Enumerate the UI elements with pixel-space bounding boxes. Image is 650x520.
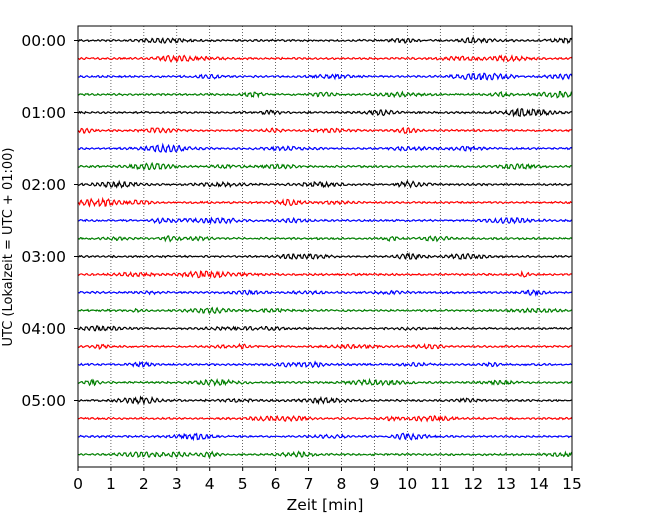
x-tick-label: 1	[106, 475, 116, 493]
trace-line	[77, 414, 573, 423]
trace-line	[77, 90, 573, 99]
y-axis-label: UTC (Lokalzeit = UTC + 01:00)	[1, 148, 16, 347]
seismic-traces	[77, 35, 573, 459]
trace-line	[77, 325, 573, 332]
trace-line	[77, 35, 573, 45]
x-tick-label: 3	[172, 475, 182, 493]
x-axis-ticks: 0 1 2 3 4 5 6 7 8 9 10 11 12 13 14 15	[73, 467, 582, 493]
x-tick-label: 13	[496, 475, 516, 493]
trace-line	[77, 196, 573, 208]
x-tick-label: 15	[562, 475, 582, 493]
trace-line	[77, 377, 573, 387]
trace-line	[77, 342, 573, 350]
x-tick-label: 11	[430, 475, 450, 493]
trace-line	[77, 179, 573, 189]
x-tick-label: 6	[271, 475, 281, 493]
plot-frame	[77, 25, 573, 468]
trace-line	[77, 235, 573, 243]
y-tick-label: 05:00	[21, 392, 66, 410]
trace-line	[77, 270, 573, 279]
y-tick-label: 02:00	[21, 176, 66, 194]
y-tick-label: 01:00	[21, 104, 66, 122]
trace-line	[77, 289, 573, 297]
trace-line	[77, 395, 573, 406]
x-tick-label: 4	[205, 475, 215, 493]
y-tick-label: 04:00	[21, 320, 66, 338]
x-tick-label: 0	[73, 475, 83, 493]
trace-line	[77, 72, 573, 81]
trace-line	[77, 360, 573, 369]
x-tick-label: 7	[304, 475, 314, 493]
trace-line	[77, 251, 573, 261]
trace-line	[77, 126, 573, 135]
y-tick-label: 03:00	[21, 248, 66, 266]
y-axis-ticks: 00:00 01:00 02:00 03:00 04:00 05:00	[21, 32, 78, 410]
x-tick-label: 5	[238, 475, 248, 493]
trace-line	[77, 216, 573, 225]
trace-line	[77, 161, 573, 171]
trace-line	[77, 107, 573, 118]
x-tick-label: 9	[369, 475, 379, 493]
x-tick-label: 12	[463, 475, 483, 493]
trace-line	[77, 142, 573, 153]
trace-line	[77, 306, 573, 314]
x-axis-label: Zeit [min]	[287, 496, 364, 514]
x-tick-label: 14	[529, 475, 549, 493]
trace-line	[77, 450, 573, 459]
trace-line	[77, 432, 573, 442]
trace-line	[77, 54, 573, 63]
y-tick-label: 00:00	[21, 32, 66, 50]
x-tick-label: 8	[337, 475, 347, 493]
x-tick-label: 10	[397, 475, 417, 493]
x-tick-label: 2	[139, 475, 149, 493]
